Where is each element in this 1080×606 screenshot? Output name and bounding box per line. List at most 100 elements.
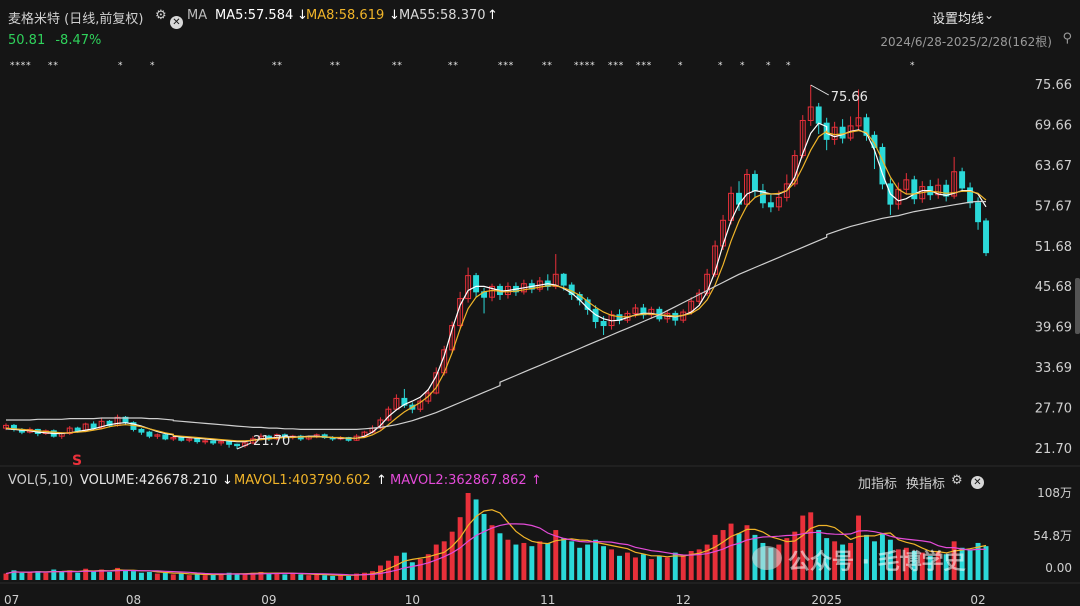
scrollbar[interactable] [1075, 278, 1080, 334]
candle-body [425, 392, 432, 402]
event-marker[interactable]: * [678, 61, 682, 71]
volume-bar [656, 555, 662, 580]
candle-body [417, 400, 424, 410]
candle-body [154, 434, 161, 437]
volume-bar [282, 574, 288, 580]
event-marker[interactable]: * * * [636, 61, 651, 71]
candle-body [632, 307, 639, 314]
gear-icon[interactable]: ⚙ [951, 473, 963, 488]
volume-bar [975, 542, 981, 580]
event-marker[interactable]: * [718, 61, 722, 71]
volume-bar [617, 555, 622, 580]
set-ma-button[interactable]: 设置均线 [931, 12, 984, 27]
event-marker[interactable]: * * [48, 61, 58, 71]
wechat-icon [752, 546, 782, 570]
volume-tick-label: 108万 [1037, 486, 1072, 500]
volume-bar [481, 513, 487, 580]
price-tick-label: 45.68 [1035, 280, 1072, 295]
add-indicator-button[interactable]: 加指标 [858, 477, 898, 492]
chevron-down-icon[interactable]: ⌄ [983, 8, 994, 22]
event-marker[interactable]: * * [392, 61, 402, 71]
quote-line: 50.81 -8.47% [8, 33, 101, 48]
volume-bar [401, 552, 407, 580]
volume-bar [186, 575, 192, 580]
volume-bar [887, 539, 893, 580]
pin-icon[interactable]: ⚲ [1062, 31, 1072, 46]
gear-icon[interactable]: ⚙ [155, 8, 167, 23]
event-marker[interactable]: * * [448, 61, 458, 71]
event-marker[interactable]: * * * [608, 61, 623, 71]
price-tick-label: 63.67 [1035, 159, 1072, 174]
ma8-value: MA8:58.619 [306, 8, 385, 23]
volume-bar [871, 541, 877, 580]
candle-body [218, 441, 225, 444]
volume-bar [696, 549, 702, 580]
ma5-direction: ↓ [297, 8, 308, 23]
volume-bar [226, 572, 232, 580]
event-marker[interactable]: * * [330, 61, 340, 71]
mavol2-direction: ↑ [531, 473, 542, 488]
volume-bar [688, 551, 694, 580]
event-marker[interactable]: * [766, 61, 770, 71]
volume-bar [242, 574, 248, 580]
event-marker[interactable]: * * [542, 61, 552, 71]
volume-bar [895, 549, 901, 580]
volume-bar [51, 569, 57, 580]
volume-bar [3, 573, 9, 580]
volume-bar [393, 555, 399, 580]
volume-bar [433, 544, 439, 580]
volume-bar [800, 515, 806, 580]
candle-body [744, 173, 750, 205]
candle-body [911, 179, 918, 200]
candle-body [194, 438, 201, 443]
event-marker[interactable]: * [910, 61, 914, 71]
mavol1-value: MAVOL1:403790.602 [234, 473, 371, 488]
date-range[interactable]: 2024/6/28-2025/2/28(162根) [880, 35, 1052, 49]
volume-direction: ↓ [222, 473, 233, 488]
volume-bar [409, 562, 415, 580]
candle-body [799, 119, 806, 157]
volume-bar [728, 523, 734, 580]
volume-bar [879, 533, 885, 580]
volume-bar [457, 517, 463, 580]
switch-indicator-button[interactable]: 换指标 [906, 477, 946, 492]
ma8-direction: ↓ [389, 8, 400, 23]
event-marker[interactable]: * [786, 61, 790, 71]
candle-body [552, 273, 559, 287]
volume-bar [354, 573, 360, 580]
volume-bar [712, 534, 718, 580]
volume-bar [792, 531, 798, 580]
volume-bar [11, 570, 17, 580]
price-change: -8.47% [55, 33, 102, 48]
event-marker[interactable]: * * [272, 61, 282, 71]
last-price: 50.81 [8, 33, 46, 48]
volume-bar [489, 525, 495, 580]
event-marker[interactable]: * [150, 61, 154, 71]
volume-bar [577, 547, 583, 580]
x-tick-label: 02 [970, 593, 985, 606]
candle-body [473, 275, 480, 293]
volume-bar [107, 571, 113, 580]
x-tick-label: 09 [261, 593, 276, 606]
volume-bar [115, 567, 121, 580]
price-tick-label: 69.66 [1035, 118, 1072, 133]
candle-body [170, 437, 177, 440]
volume-bar [194, 574, 200, 580]
candle-body [138, 428, 145, 433]
candle-body [712, 245, 719, 275]
price-tick-label: 21.70 [1035, 442, 1072, 457]
event-marker[interactable]: * * * * [10, 61, 31, 71]
mavol1-line [5, 509, 987, 576]
event-marker[interactable]: * * * [498, 61, 513, 71]
volume-bar [234, 573, 240, 580]
volume-bar [959, 547, 965, 580]
mavol2-value: MAVOL2:362867.862 [390, 473, 527, 488]
event-marker[interactable]: * * * * [574, 61, 595, 71]
volume-bar [346, 575, 352, 580]
event-marker[interactable]: * [118, 61, 122, 71]
volume-bar [35, 571, 41, 580]
volume-bar [951, 541, 957, 580]
candle-body [162, 434, 169, 440]
event-marker[interactable]: * [740, 61, 744, 71]
